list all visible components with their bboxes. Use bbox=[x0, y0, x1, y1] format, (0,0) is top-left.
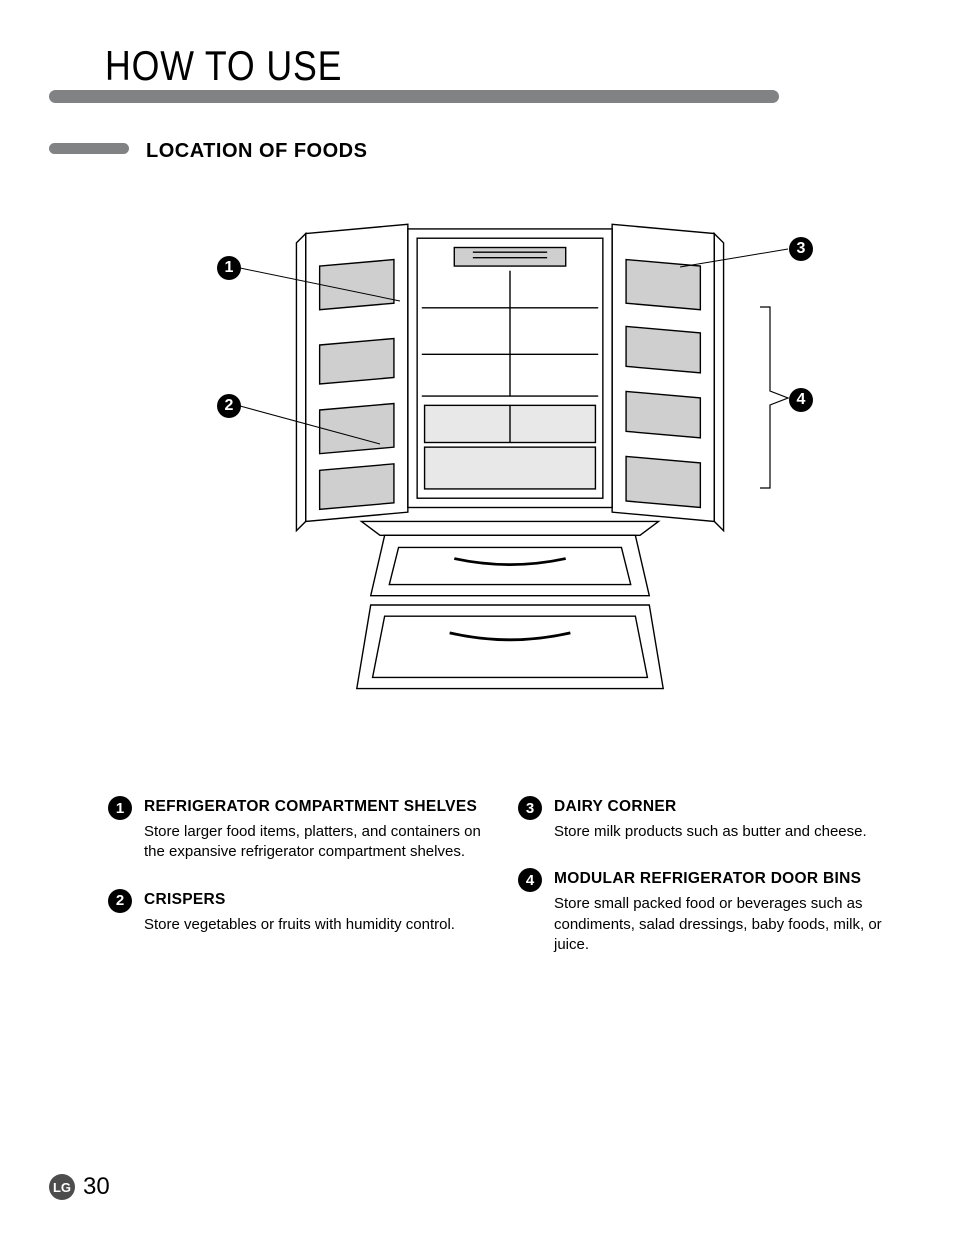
callout-line-1 bbox=[240, 256, 410, 306]
item-3: 3 DAIRY CORNER Store milk products such … bbox=[518, 798, 898, 842]
item-badge-2: 2 bbox=[108, 889, 132, 913]
items-column-right: 3 DAIRY CORNER Store milk products such … bbox=[518, 798, 898, 955]
callout-line-3 bbox=[680, 237, 790, 272]
diagram-callout-1: 1 bbox=[217, 256, 241, 280]
item-2: 2 CRISPERS Store vegetables or fruits wi… bbox=[108, 891, 488, 935]
callout-bracket-4 bbox=[758, 305, 792, 490]
items-grid: 1 REFRIGERATOR COMPARTMENT SHELVES Store… bbox=[108, 798, 898, 955]
item-title-4: MODULAR REFRIGERATOR DOOR BINS bbox=[554, 870, 898, 888]
item-4: 4 MODULAR REFRIGERATOR DOOR BINS Store s… bbox=[518, 870, 898, 955]
item-desc-3: Store milk products such as butter and c… bbox=[554, 822, 898, 842]
section-bullet-bar bbox=[49, 143, 129, 154]
section-title: LOCATION OF FOODS bbox=[146, 140, 367, 163]
item-desc-4: Store small packed food or beverages suc… bbox=[554, 894, 898, 955]
diagram-callout-2: 2 bbox=[217, 394, 241, 418]
item-1: 1 REFRIGERATOR COMPARTMENT SHELVES Store… bbox=[108, 798, 488, 863]
diagram-callout-3: 3 bbox=[789, 237, 813, 261]
page-footer: LG 30 bbox=[49, 1173, 110, 1201]
item-title-3: DAIRY CORNER bbox=[554, 798, 898, 816]
page-title: HOW TO USE bbox=[105, 42, 342, 90]
item-desc-1: Store larger food items, platters, and c… bbox=[144, 822, 488, 863]
item-badge-1: 1 bbox=[108, 796, 132, 820]
title-underline-bar bbox=[49, 90, 779, 103]
item-badge-4: 4 bbox=[518, 868, 542, 892]
item-title-2: CRISPERS bbox=[144, 891, 488, 909]
item-badge-3: 3 bbox=[518, 796, 542, 820]
item-desc-2: Store vegetables or fruits with humidity… bbox=[144, 915, 488, 935]
callout-line-2 bbox=[240, 394, 390, 449]
items-column-left: 1 REFRIGERATOR COMPARTMENT SHELVES Store… bbox=[108, 798, 488, 955]
lg-logo-icon: LG bbox=[49, 1174, 75, 1200]
page-number: 30 bbox=[83, 1173, 110, 1201]
diagram-callout-4: 4 bbox=[789, 388, 813, 412]
item-title-1: REFRIGERATOR COMPARTMENT SHELVES bbox=[144, 798, 488, 816]
